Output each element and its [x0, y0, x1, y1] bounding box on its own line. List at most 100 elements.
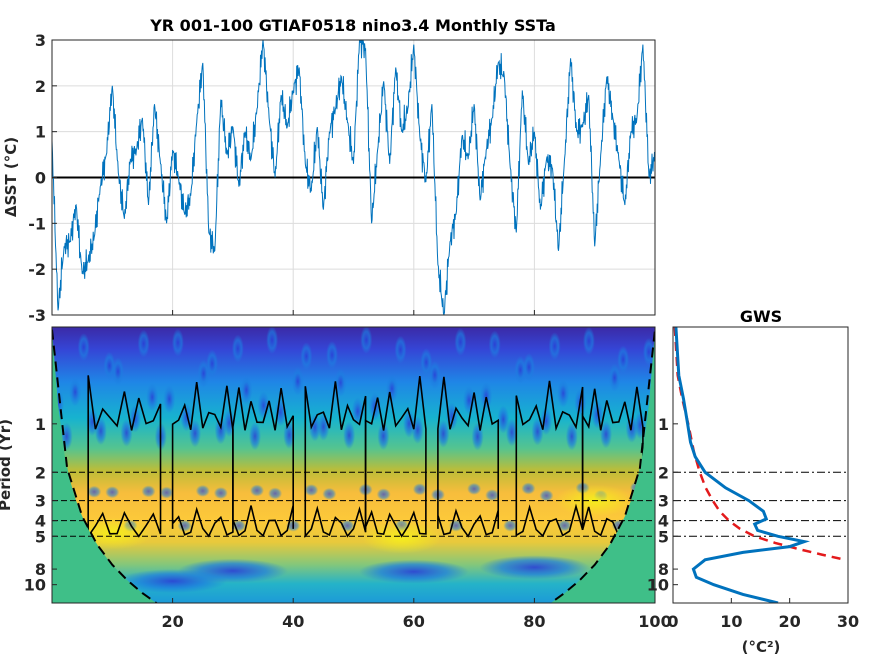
cone-of-influence-left: [52, 329, 173, 603]
wavelet-y-tick-label: 8: [35, 560, 46, 579]
wavelet-power-blob: [503, 519, 518, 532]
gws-power-curve: [674, 327, 811, 603]
gws-significance-curve: [673, 327, 846, 562]
wavelet-y-tick-label: 1: [35, 415, 46, 434]
significance-contour: [87, 375, 162, 539]
sst-timeseries-panel: 3 2 1 0 -1 -2 -3 YR 001-100 GTIAF0518 nino3.4 …: [2, 16, 656, 325]
wavelet-power-blob: [213, 487, 228, 500]
top-y-tick-label: 3: [35, 31, 46, 50]
wavelet-power-blob: [69, 378, 82, 407]
wavelet-power-blob: [539, 489, 554, 502]
top-y-tick-label: 0: [35, 169, 46, 188]
wavelet-x-tick-label: 20: [161, 612, 183, 631]
wavelet-power-blob: [412, 483, 427, 496]
wavelet-power-blob: [291, 367, 304, 396]
wavelet-power-blob: [548, 332, 561, 361]
wavelet-power-blob: [268, 487, 283, 500]
wavelet-y-axis-label: Period (Yr): [0, 419, 14, 511]
top-y-axis-label: ΔSST (°C): [2, 137, 20, 217]
gws-x-tick-label: 20: [779, 612, 801, 631]
gws-y-tick-label: 2: [658, 463, 669, 482]
wavelet-x-ticks: 20 40 60 80 100: [161, 598, 672, 631]
wavelet-power-blob: [120, 418, 133, 447]
top-y-tick-label: 1: [35, 123, 46, 142]
sst-series-line: [52, 40, 655, 315]
significance-contours: [87, 375, 644, 539]
gws-y-tick-label: 4: [658, 512, 669, 531]
significance-contour: [364, 376, 427, 538]
gws-x-tick-label: 10: [720, 612, 742, 631]
top-y-tick-label: -1: [28, 214, 46, 233]
wavelet-power-blob: [326, 340, 339, 369]
wavelet-power-blob: [317, 412, 330, 441]
wavelet-power-blob: [471, 422, 484, 451]
wavelet-y-tick-label: 3: [35, 492, 46, 511]
wavelet-power-blob: [617, 345, 630, 374]
wavelet-power-blob: [334, 368, 347, 397]
wavelet-power-blob: [300, 342, 313, 371]
wavelet-power-blob: [437, 419, 450, 448]
wavelet-power-blob: [343, 421, 356, 450]
wavelet-power-blob: [266, 327, 279, 355]
gws-y-tick-label: 10: [647, 576, 669, 595]
wavelet-power-blob: [376, 488, 391, 501]
wavelet-power-blob: [137, 329, 150, 358]
gws-x-axis-label: (°C²): [742, 638, 781, 656]
wavelet-power-blob: [159, 486, 174, 499]
wavelet-power-blob: [385, 374, 398, 403]
wavelet-reference-period-lines: [52, 471, 655, 537]
top-y-ticks: 3 2 1 0 -1 -2 -3: [28, 31, 656, 325]
chart-title: YR 001-100 GTIAF0518 nino3.4 Monthly SST…: [149, 16, 556, 35]
top-y-tick-label: -2: [28, 260, 46, 279]
wavelet-power-blob: [582, 327, 595, 356]
wavelet-power-blob: [171, 328, 184, 357]
significance-contour: [171, 381, 234, 538]
wavelet-power-blob: [189, 419, 202, 448]
wavelet-power-blob: [87, 485, 102, 498]
wavelet-x-tick-label: 40: [282, 612, 304, 631]
wavelet-power-blob: [250, 484, 265, 497]
gws-x-tick-label: 30: [837, 612, 859, 631]
wavelet-power-blob: [454, 328, 467, 357]
wavelet-y-ticks: 1 2 345 810: [24, 415, 57, 595]
wavelet-y-tick-label: 10: [24, 576, 46, 595]
wavelet-y-tick-label: 2: [35, 463, 46, 482]
wavelet-power-blob: [240, 376, 253, 405]
top-y-tick-label: -3: [28, 306, 46, 325]
wavelet-power-blob: [111, 357, 124, 386]
wavelet-power-blob: [488, 330, 501, 359]
wavelet-power-blob: [522, 353, 535, 382]
wavelet-power-blob: [485, 489, 500, 502]
wavelet-power-blob: [231, 334, 244, 363]
top-y-tick-label: 2: [35, 77, 46, 96]
wavelet-power-blob: [428, 360, 441, 389]
wavelet-y-tick-label: 5: [35, 527, 46, 546]
wavelet-power-blob: [521, 482, 536, 495]
wavelet-power-blob: [105, 486, 120, 499]
wavelet-power-blob: [411, 415, 424, 444]
wavelet-power-blob: [565, 422, 578, 451]
wavelet-power-blob: [467, 482, 482, 495]
gws-y-tick-label: 1: [658, 415, 669, 434]
wavelet-power-blob: [322, 487, 337, 500]
wavelet-power-blob: [480, 381, 493, 410]
wavelet-power-blob: [479, 555, 590, 580]
wavelet-power-blob: [94, 417, 107, 446]
gws-y-tick-label: 8: [658, 560, 669, 579]
wavelet-power-blob: [163, 385, 176, 414]
gws-title: GWS: [740, 307, 782, 326]
wavelet-power-blob: [195, 484, 210, 497]
wavelet-power-blob: [231, 519, 246, 532]
wavelet-power-blob: [505, 418, 518, 447]
wavelet-power-blob: [308, 413, 321, 442]
wavelet-power-blob: [608, 363, 621, 392]
wavelet-power-blob: [394, 335, 407, 364]
wavelet-power-blob: [141, 485, 156, 498]
wavelet-power-blob: [420, 348, 433, 377]
wavelet-power-blob: [304, 484, 319, 497]
wavelet-power-blob: [248, 422, 261, 451]
gws-y-tick-label: 5: [658, 527, 669, 546]
wavelet-power-blob: [497, 405, 510, 434]
wavelet-power-blob: [600, 420, 613, 449]
wavelet-power-blob: [146, 383, 159, 412]
